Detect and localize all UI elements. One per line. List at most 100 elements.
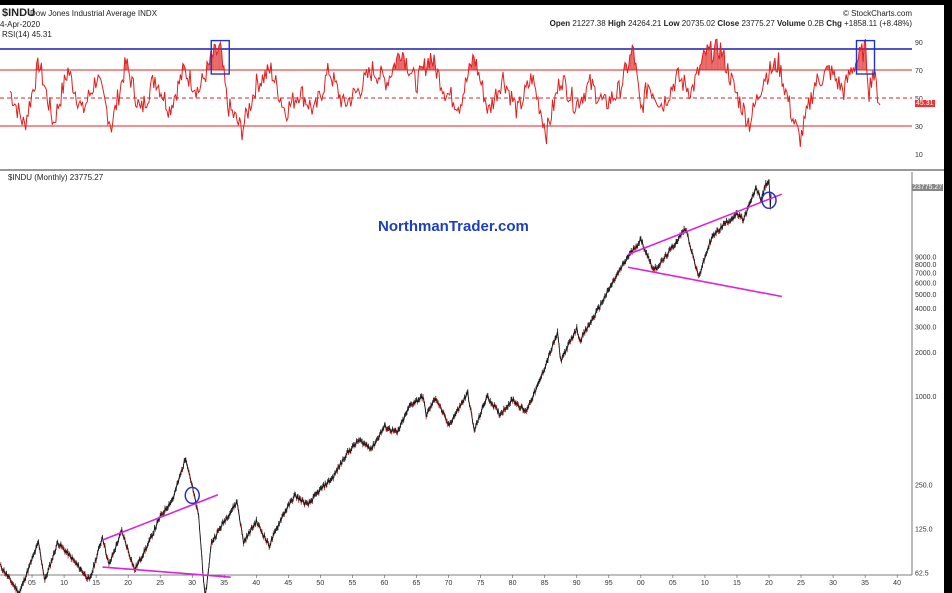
high-label: High: [607, 19, 626, 28]
x-tick-label: 55: [348, 580, 356, 587]
trendline: [627, 193, 783, 256]
rsi-overbought-fill: [216, 51, 218, 70]
last-price-tag: 23775.27: [912, 184, 944, 191]
y-tick-label: 62.5: [915, 570, 929, 577]
x-tick-label: 00: [637, 580, 645, 587]
y-tick-label: 4000.0: [915, 306, 937, 313]
x-tick-label: 25: [156, 580, 164, 587]
x-tick-label: 05: [28, 580, 36, 587]
price-panel: 62.5 125.0 250.0 1000.0 2000.0 3000.0 4000.0 50…: [0, 172, 937, 593]
x-tick-label: 40: [252, 580, 260, 587]
x-tick-label: 95: [605, 580, 613, 587]
volume-value: 0.2B: [807, 19, 825, 28]
chart-date: 4-Apr-2020: [0, 20, 41, 29]
y-tick-label: 8000.0: [915, 262, 937, 269]
x-tick-label: 15: [92, 580, 100, 587]
x-tick-label: 15: [733, 580, 741, 587]
chart-paper: [0, 5, 944, 593]
low-label: Low: [663, 19, 680, 28]
x-tick-label: 25: [797, 580, 805, 587]
rsi-overbought-fill: [632, 45, 634, 70]
rsi-overbought-fill: [859, 47, 861, 70]
rsi-overbought-fill: [864, 39, 866, 70]
rsi-tick-label: 70: [915, 68, 923, 75]
x-tick-label: 30: [829, 580, 837, 587]
volume-label: Volume: [777, 19, 806, 28]
close-value: 23775.27: [741, 19, 775, 28]
y-tick-label: 3000.0: [915, 324, 937, 331]
y-tick-label: 5000.0: [915, 292, 937, 299]
y-tick-label: 250.0: [915, 482, 933, 489]
x-tick-label: 35: [861, 580, 869, 587]
x-tick-label: 20: [124, 580, 132, 587]
rsi-current-value-tag: 45.31: [915, 100, 935, 107]
rsi-overbought-fill: [400, 60, 402, 70]
y-tick-label: 9000.0: [915, 255, 937, 262]
watermark: NorthmanTrader.com: [378, 218, 529, 235]
rsi-overbought-fill: [214, 44, 216, 70]
ticker-symbol: $INDU: [2, 7, 36, 19]
x-tick-label: 20: [765, 580, 773, 587]
close-label: Close: [717, 19, 740, 28]
x-tick-label: 35: [220, 580, 228, 587]
rsi-overbought-fill: [211, 54, 213, 70]
y-tick-label: 125.0: [915, 526, 933, 533]
x-tick-label: 60: [381, 580, 389, 587]
rsi-tick-label: 30: [915, 124, 923, 131]
x-tick-label: 40: [893, 580, 901, 587]
rsi-overbought-fill: [704, 51, 706, 70]
x-tick-label: 80: [509, 580, 517, 587]
rsi-panel-label: RSI(14) 45.31: [2, 30, 52, 39]
x-tick-label: 05: [669, 580, 677, 587]
rsi-overbought-fill: [708, 47, 710, 70]
rsi-tick-label: 90: [915, 40, 923, 47]
rsi-overbought-fill: [703, 50, 705, 70]
x-tick-label: 50: [316, 580, 324, 587]
chg-label: Chg: [826, 19, 842, 28]
rsi-tick-label: 10: [915, 152, 923, 159]
x-tick-label: 65: [413, 580, 421, 587]
rsi-highlight-box: [855, 39, 876, 75]
x-tick-label: 30: [188, 580, 196, 587]
high-value: 24264.21: [627, 19, 662, 28]
chg-value: +1858.11 (+8.48%): [844, 19, 912, 28]
rsi-overbought-fill: [722, 50, 725, 70]
brand-logo: © StockCharts.com: [842, 9, 912, 18]
x-tick-label: 10: [60, 580, 68, 587]
trendline: [627, 266, 782, 298]
rsi-line: [9, 38, 881, 148]
rsi-overbought-fill: [709, 41, 711, 70]
rsi-highlight-box: [210, 39, 230, 75]
open-label: Open: [549, 19, 571, 28]
index-name: Dow Jones Industrial Average INDX: [30, 9, 158, 18]
y-tick-label: 1000.0: [915, 394, 937, 401]
rsi-overbought-fill: [826, 65, 829, 70]
rsi-overbought-fill: [629, 54, 632, 70]
open-value: 21227.38: [572, 19, 606, 28]
highlight-circle: [761, 191, 777, 210]
price-stats: Open 21227.38 High 24264.21 Low 20735.02…: [550, 19, 912, 28]
rsi-overbought-fill: [702, 50, 704, 70]
x-tick-label: 75: [477, 580, 485, 587]
y-tick-label: 7000.0: [915, 270, 937, 277]
y-tick-label: 6000.0: [915, 280, 937, 287]
x-tick-label: 45: [284, 580, 292, 587]
rsi-overbought-fill: [472, 54, 474, 70]
rsi-panel: 10 30 50 70 90: [0, 38, 923, 159]
price-panel-label: $INDU (Monthly) 23775.27: [8, 173, 104, 182]
y-tick-label: 2000.0: [915, 350, 937, 357]
x-tick-label: 10: [701, 580, 709, 587]
x-tick-label: 85: [541, 580, 549, 587]
x-tick-label: 70: [445, 580, 453, 587]
highlight-circle: [184, 486, 201, 505]
rsi-tick-label: 50: [915, 96, 923, 103]
rsi-overbought-fill: [715, 39, 717, 70]
x-tick-label: 90: [573, 580, 581, 587]
price-line: [0, 180, 772, 593]
trendline: [102, 494, 219, 541]
rsi-overbought-fill: [219, 42, 221, 70]
rsi-overbought-fill: [208, 64, 210, 70]
rsi-overbought-fill: [420, 66, 423, 70]
low-value: 20735.02: [681, 19, 716, 28]
